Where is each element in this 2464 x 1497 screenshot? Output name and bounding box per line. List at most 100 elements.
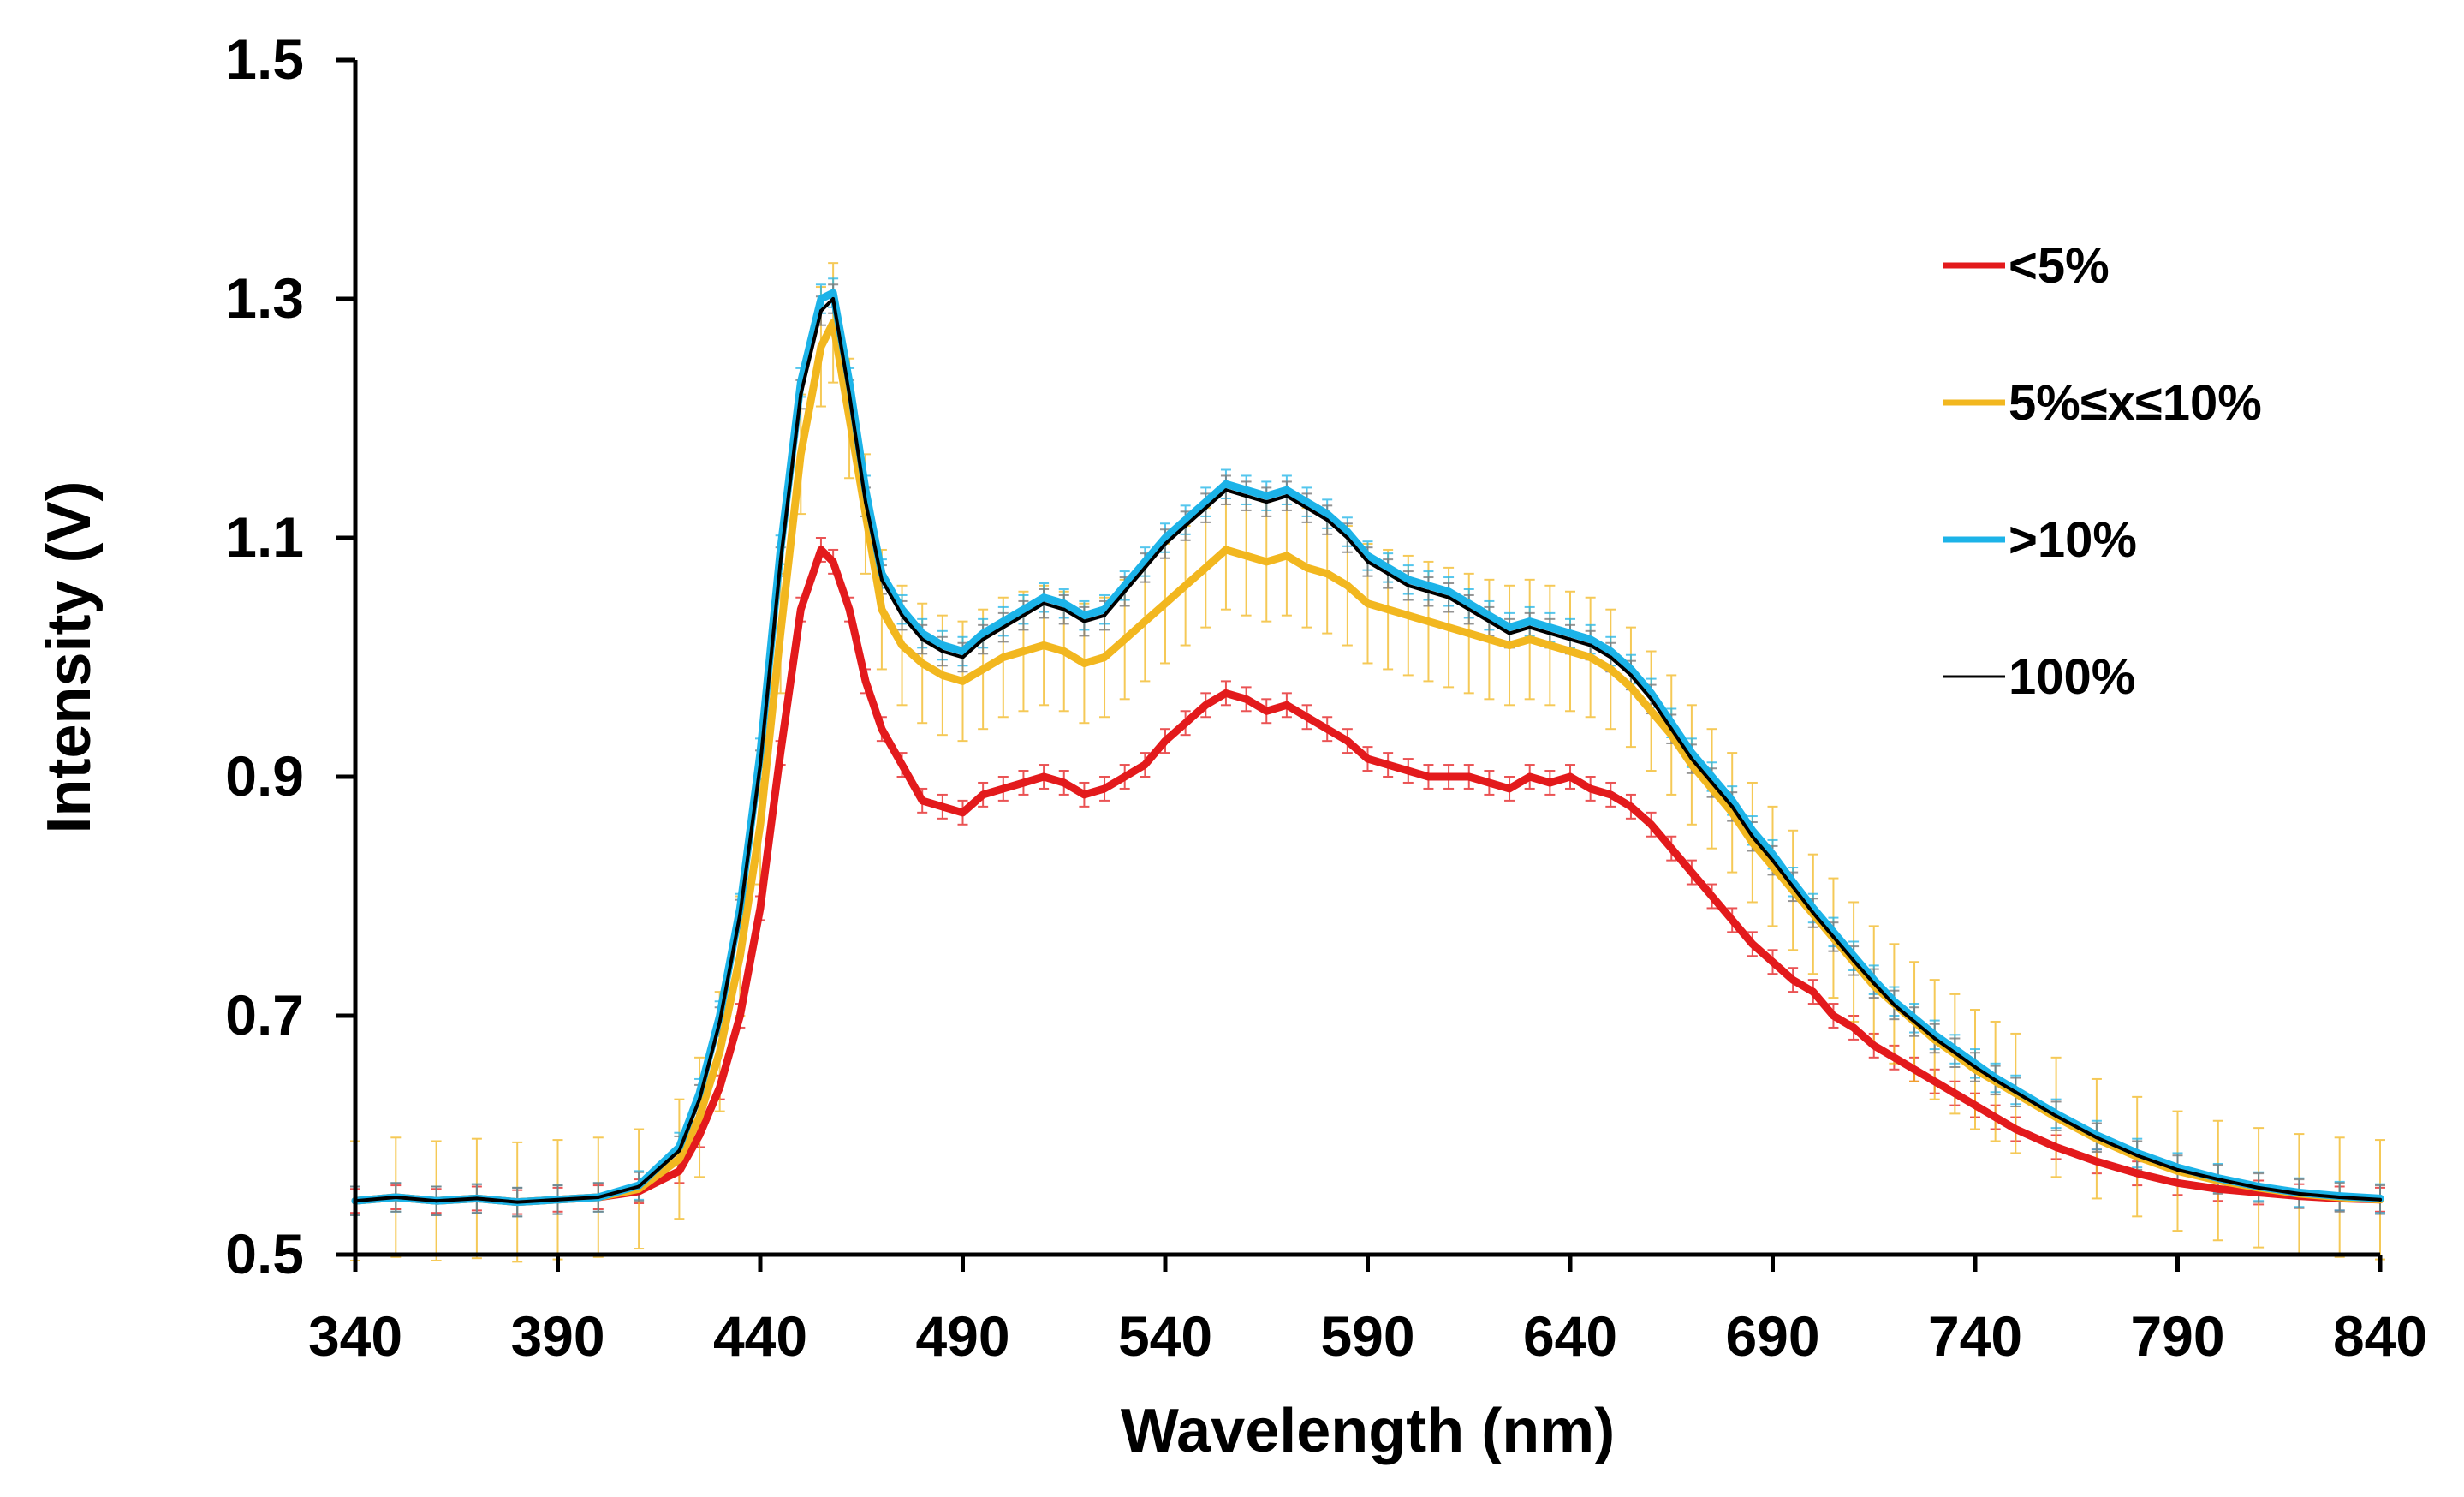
data-point (1305, 565, 1309, 570)
data-point (1164, 739, 1167, 743)
data-point (1508, 643, 1512, 647)
data-point (1750, 942, 1754, 946)
legend: <5% 5%≤x≤10% >10% 100% (1943, 238, 2262, 705)
data-point (831, 297, 836, 301)
data-point (738, 954, 742, 958)
data-point (1730, 804, 1735, 808)
data-point (1628, 667, 1633, 671)
x-tick-label: 690 (1725, 1304, 1819, 1368)
data-point (596, 1196, 600, 1200)
data-point (1730, 918, 1735, 922)
data-point (1932, 1036, 1937, 1041)
data-point (1406, 583, 1410, 587)
data-point (434, 1199, 438, 1203)
y-tick-label: 0.9 (225, 744, 304, 808)
data-point (394, 1196, 398, 1200)
data-point (961, 655, 965, 659)
data-point (1689, 757, 1693, 761)
data-point (556, 1197, 560, 1202)
data-point (1609, 649, 1613, 653)
data-point (1487, 619, 1491, 623)
data-point (1284, 703, 1289, 707)
x-tick-label: 740 (1928, 1304, 2022, 1368)
data-point (1284, 488, 1289, 492)
data-point (831, 559, 836, 564)
data-point (1183, 721, 1187, 725)
data-point (1689, 763, 1693, 767)
data-point (1143, 559, 1147, 564)
data-point (1223, 547, 1228, 552)
data-point (1204, 703, 1208, 707)
data-point (1062, 649, 1066, 653)
data-point (1548, 631, 1552, 635)
data-point (1143, 763, 1147, 767)
data-point (1244, 494, 1248, 498)
data-point (1122, 583, 1127, 587)
data-point (1406, 577, 1410, 582)
data-point (1487, 613, 1491, 617)
data-point (1265, 559, 1269, 564)
data-point (1325, 512, 1330, 516)
data-point (759, 906, 762, 910)
data-point (961, 810, 965, 814)
data-point (1953, 1091, 1957, 1095)
legend-label: >10% (2009, 512, 2137, 568)
data-point (1953, 1051, 1957, 1055)
data-point (940, 804, 944, 808)
data-point (1710, 894, 1714, 898)
data-point (1001, 786, 1005, 790)
data-point (1345, 739, 1349, 743)
data-point (848, 607, 852, 611)
data-point (1082, 661, 1086, 665)
data-point (831, 291, 836, 295)
data-point (1062, 607, 1066, 611)
data-point (1568, 637, 1572, 641)
data-point (2257, 1185, 2261, 1190)
data-point (1426, 619, 1431, 623)
data-point (474, 1196, 479, 1201)
data-point (2014, 1127, 2018, 1131)
data-point (1122, 775, 1127, 778)
data-point (1913, 1067, 1917, 1071)
data-point (1973, 1061, 1977, 1065)
data-point (1669, 721, 1674, 725)
data-point (1021, 613, 1026, 617)
data-point (831, 320, 836, 325)
data-point (961, 649, 965, 653)
data-point (1265, 709, 1269, 713)
data-point (1831, 1014, 1836, 1017)
data-point (1042, 643, 1046, 647)
data-point (1993, 1078, 1997, 1082)
data-point (1669, 733, 1674, 737)
data-point (1791, 880, 1795, 884)
data-point (1223, 488, 1228, 492)
x-tick-label: 790 (2130, 1304, 2224, 1368)
data-point (920, 661, 925, 665)
data-point (1892, 1003, 1896, 1007)
data-point (2014, 1090, 2018, 1094)
data-point (1771, 960, 1775, 964)
data-point (2135, 1172, 2140, 1176)
data-point (1973, 1065, 1977, 1069)
data-point (1568, 631, 1572, 635)
x-tick-label: 490 (915, 1304, 1009, 1368)
data-point (1588, 643, 1592, 647)
x-tick-label: 390 (510, 1304, 604, 1368)
data-point (863, 500, 867, 504)
data-point (1122, 589, 1127, 593)
data-point (1852, 958, 1856, 963)
data-point (1771, 852, 1775, 856)
data-point (940, 649, 944, 653)
data-point (2378, 1197, 2382, 1202)
data-point (1164, 601, 1167, 605)
data-point (1710, 775, 1714, 778)
data-point (1609, 667, 1613, 671)
data-point (1467, 607, 1471, 611)
data-point (1426, 775, 1431, 778)
data-point (799, 380, 803, 385)
data-point (1284, 553, 1289, 558)
data-point (940, 673, 944, 677)
data-point (1122, 637, 1127, 641)
data-point (717, 1019, 722, 1023)
data-point (1001, 619, 1005, 623)
